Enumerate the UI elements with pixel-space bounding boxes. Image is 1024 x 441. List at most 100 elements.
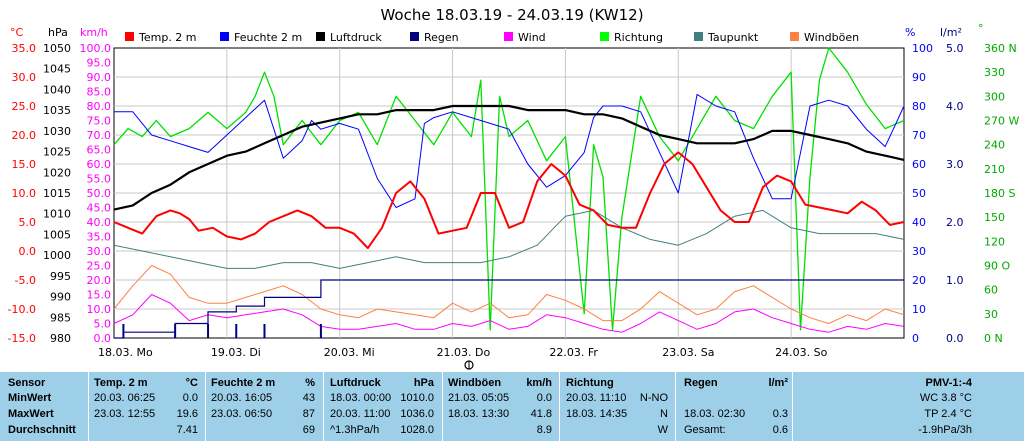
humidity-unit: % [305, 377, 315, 389]
legend-label: Regen [424, 31, 459, 44]
pmv-windchill: WC 3.8 °C [919, 392, 972, 404]
pressure-header: Luftdruck [330, 377, 381, 389]
pressure-tick-label: 1000 [43, 249, 71, 262]
direction-tick-label: 180 S [984, 187, 1015, 200]
col-separator [442, 372, 443, 441]
day-label: 23.03. Sa [662, 346, 714, 359]
pressure-tick-label: 990 [50, 291, 71, 304]
gust-min-time: 21.03. 05:05 [448, 392, 510, 404]
wind-tick-label: 70.0 [87, 129, 112, 142]
humidity-tick-label: 100 [912, 42, 933, 55]
pressure-tick-label: 1010 [43, 208, 71, 221]
temp-tick-label: 10.0 [12, 187, 37, 200]
wind-tick-label: 0.0 [94, 332, 112, 345]
pressure-tick-label: 980 [50, 332, 71, 345]
legend: Temp. 2 m Feuchte 2 m Luftdruck Regen Wind Ri… [125, 31, 859, 44]
col-separator [205, 372, 206, 441]
rain-header: Regen [684, 377, 718, 389]
series-line-temp-2-m [113, 151, 905, 250]
temp-tick-label: 0.0 [19, 245, 37, 258]
legend-label: Luftdruck [330, 31, 382, 44]
wind-tick-label: 100.0 [80, 42, 112, 55]
humidity-tick-label: 40 [912, 216, 926, 229]
rain-total-label: Gesamt: [684, 424, 726, 436]
rain-column: Regen l/m² 18.03. 02:30 0.3 Gesamt: 0.6 [684, 372, 790, 441]
direction-min-value: N-NO [639, 392, 668, 404]
temp-min-value: 0.0 [182, 392, 198, 404]
pressure-tick-label: 985 [50, 311, 71, 324]
temp-tick-label: -5.0 [15, 274, 36, 287]
rain-tick-label: 1.0 [946, 274, 964, 287]
gust-column: Windböen km/h 21.03. 05:05 0.0 18.03. 13:3… [448, 372, 556, 441]
wind-tick-label: 10.0 [87, 303, 112, 316]
col-separator [88, 372, 89, 441]
wind-tick-label: 75.0 [87, 115, 112, 128]
humidity-tick-label: 20 [912, 274, 926, 287]
direction-tick-label: 90 O [984, 260, 1010, 273]
sensor-row-min: MinWert [8, 392, 52, 404]
direction-tick-label: 240 [984, 139, 1005, 152]
pressure-unit: hPa [413, 377, 434, 389]
temp-tick-label: 30.0 [12, 71, 37, 84]
direction-tick-label: 150 [984, 211, 1005, 224]
legend-label: Wind [518, 31, 546, 44]
legend-swatch [694, 32, 703, 41]
humidity-max-time: 23.03. 06:50 [211, 408, 273, 420]
humidity-tick-label: 30 [912, 245, 926, 258]
axis-ticks: 35.030.025.020.015.010.05.00.0-5.0-10.0-… [8, 42, 1020, 345]
humidity-tick-label: 80 [912, 100, 926, 113]
direction-header: Richtung [566, 377, 614, 389]
temp-tick-label: 5.0 [19, 216, 37, 229]
sensor-row-max: MaxWert [8, 408, 54, 420]
humidity-min-value: 43 [302, 392, 315, 404]
col-separator [323, 372, 324, 441]
pressure-unit-label: hPa [48, 26, 68, 39]
rain-max-value: 0.3 [772, 408, 788, 420]
direction-tick-label: 0 N [984, 332, 1003, 345]
pressure-tick-label: 1025 [43, 146, 71, 159]
chart-svg: Woche 18.03.19 - 24.03.19 (KW12) °C hPa … [7, 6, 1020, 370]
sensor-row-avg: Durchschnitt [8, 424, 76, 436]
direction-tick-label: 330 [984, 66, 1005, 79]
wind-tick-label: 65.0 [87, 144, 112, 157]
humidity-min-time: 20.03. 16:05 [211, 392, 273, 404]
temp-avg-value: 7.41 [176, 424, 198, 436]
humidity-column: Feuchte 2 m% 20.03. 16:05 43 23.03. 06:50… [211, 372, 321, 441]
gust-max-value: 41.8 [530, 408, 552, 420]
direction-avg-value: W [657, 424, 668, 436]
direction-unit-label: ° [978, 22, 984, 35]
pmv-header: PMV-1:-4 [925, 377, 972, 389]
wind-tick-label: 35.0 [87, 231, 112, 244]
day-label: 18.03. Mo [98, 346, 153, 359]
wind-tick-label: 85.0 [87, 86, 112, 99]
direction-tick-label: 270 W [984, 115, 1019, 128]
day-label: 21.03. Do [437, 346, 491, 359]
rain-tick-label: 0.0 [946, 332, 964, 345]
temp-tick-label: 15.0 [12, 158, 37, 171]
legend-label: Richtung [614, 31, 663, 44]
rain-cumulative-line [114, 279, 904, 339]
humidity-tick-label: 0 [912, 332, 919, 345]
legend-swatch [125, 32, 134, 41]
col-separator [559, 372, 560, 441]
wind-tick-label: 50.0 [87, 187, 112, 200]
rain-tick-label: 2.0 [946, 216, 964, 229]
legend-label: Windböen [804, 31, 859, 44]
wind-tick-label: 25.0 [87, 260, 112, 273]
temp-tick-label: 25.0 [12, 100, 37, 113]
humidity-tick-label: 10 [912, 303, 926, 316]
wind-tick-label: 20.0 [87, 274, 112, 287]
pressure-tick-label: 1040 [43, 83, 71, 96]
wind-tick-label: 80.0 [87, 100, 112, 113]
pressure-column: Luftdruck hPa 18.03. 00:00 1010.0 20.03. 1… [330, 372, 440, 441]
temp-tick-label: -10.0 [8, 303, 36, 316]
wind-tick-label: 55.0 [87, 173, 112, 186]
temp-unit: °C [185, 377, 198, 389]
humidity-tick-label: 60 [912, 158, 926, 171]
pressure-tick-label: 1050 [43, 42, 71, 55]
pressure-tick-label: 1030 [43, 125, 71, 138]
humidity-unit-label: % [905, 26, 915, 39]
gust-min-value: 0.0 [536, 392, 552, 404]
temp-tick-label: 20.0 [12, 129, 37, 142]
